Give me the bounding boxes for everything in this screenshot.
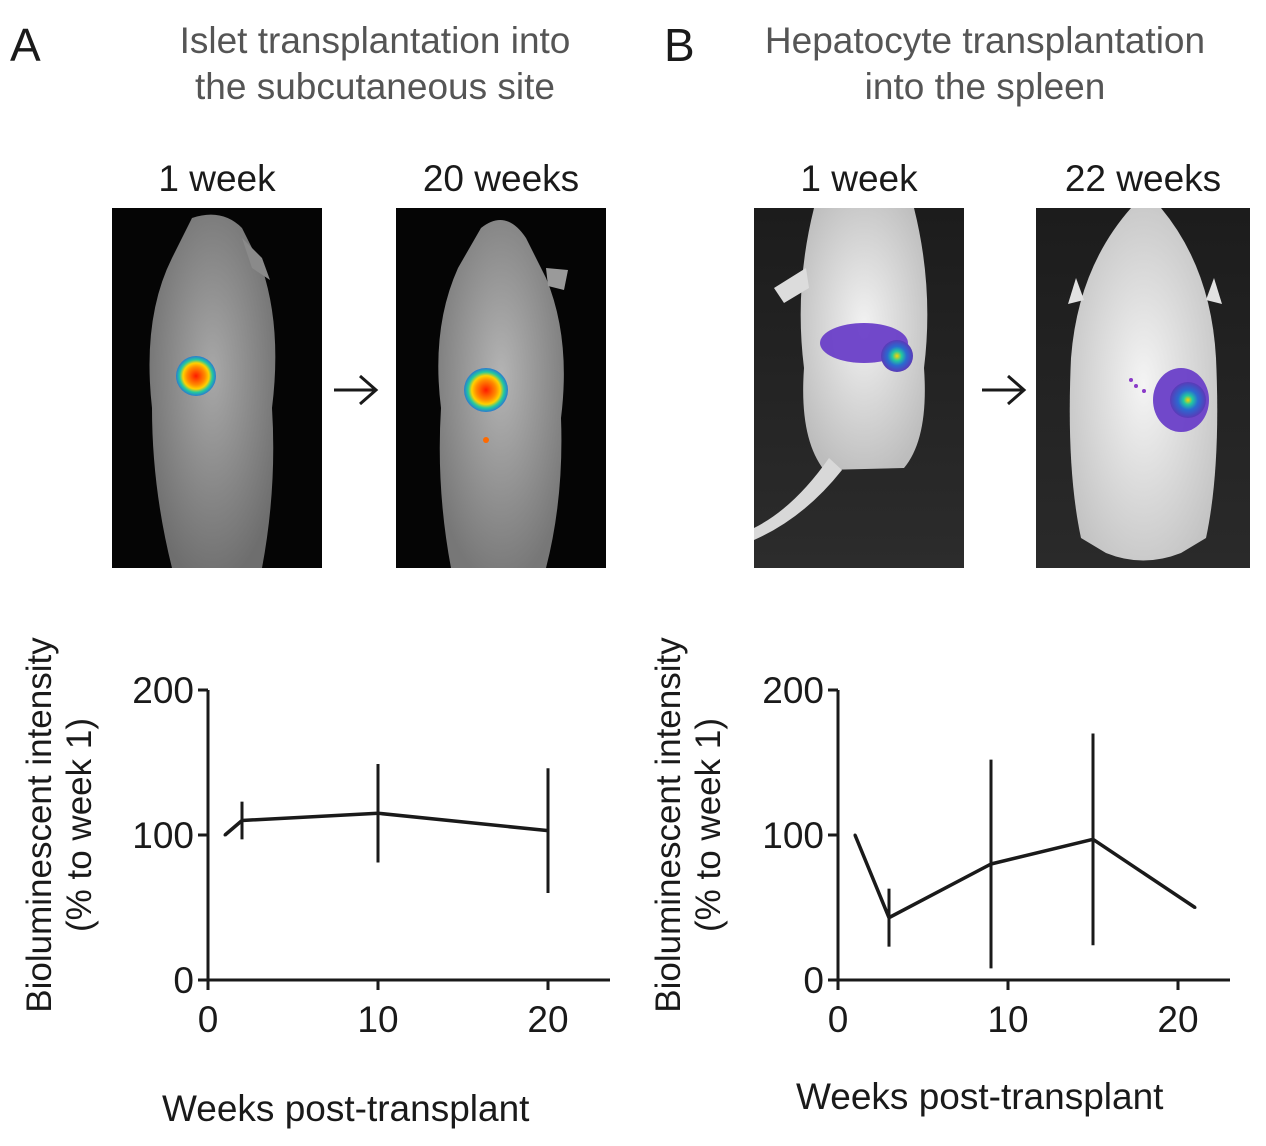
chart-a-data-point [240, 819, 244, 822]
chart-b-series-line [853, 834, 1196, 920]
chart-b-x-tick-label: 10 [987, 999, 1028, 1040]
panel-b-title-line1: Hepatocyte transplantation [764, 20, 1206, 61]
chart-a-y-tick-label: 100 [132, 815, 194, 856]
panel-letter-b: B [664, 19, 695, 71]
chart-a-x-tick-label: 20 [527, 999, 568, 1040]
chart-a-y-axis-label-line2: (% to week 1) [60, 718, 100, 932]
chart-b-data-point [989, 862, 993, 866]
panel-b-arrow-icon [982, 374, 1027, 406]
chart-b-y-axis-label: Bioluminescent intensity (% to week 1) [649, 615, 739, 1035]
chart-b-y-tick-label: 0 [803, 960, 824, 1001]
chart-a-data-point [223, 833, 227, 837]
chart-b-x-tick-label: 20 [1157, 999, 1198, 1040]
chart-b-x-axis-label: Weeks post-transplant [796, 1076, 1164, 1117]
panel-b-image-label-1: 1 week [800, 158, 918, 199]
chart-a: 0 100 200 0 10 20 [132, 670, 610, 1040]
chart-a-series-line [223, 811, 549, 837]
chart-b-y-tick-label: 200 [762, 670, 824, 711]
chart-b-data-point [887, 916, 891, 920]
chart-a-x-tick-label: 0 [198, 999, 219, 1040]
chart-b-y-tick-label: 100 [762, 815, 824, 856]
panel-a-arrow-icon [334, 374, 379, 406]
panel-a-title-line2: the subcutaneous site [195, 66, 555, 108]
chart-b: 0 100 200 0 10 20 [762, 670, 1230, 1040]
chart-a-x-tick-label: 10 [357, 999, 398, 1040]
panel-a-title: Islet transplantation into the subcutane… [120, 18, 630, 111]
chart-a-data-point [376, 811, 380, 815]
chart-b-data-point [1193, 906, 1197, 909]
panel-b-title-line2: into the spleen [864, 66, 1106, 108]
panel-b-image-label-2: 22 weeks [1064, 158, 1222, 199]
panel-a-title-line1: Islet transplantation into [179, 20, 571, 61]
panel-b-mouse-image-week-22 [1036, 208, 1250, 568]
chart-b-data-point [853, 833, 857, 837]
chart-a-x-axis-label: Weeks post-transplant [162, 1088, 530, 1129]
panel-a-mouse-image-week-1 [112, 208, 322, 568]
chart-b-data-point [1091, 837, 1095, 841]
panel-a-image-label-1: 1 week [158, 158, 276, 199]
panel-a-mouse-image-week-20 [396, 208, 606, 568]
chart-a-y-tick-label: 0 [173, 960, 194, 1001]
chart-a-y-axis-label: Bioluminescent intensity (% to week 1) [20, 615, 110, 1035]
chart-a-data-point [546, 829, 550, 833]
chart-b-y-axis-label-line2: (% to week 1) [689, 718, 729, 932]
chart-b-x-tick-label: 0 [828, 999, 849, 1040]
panel-letter-a: A [10, 19, 41, 71]
chart-a-y-tick-label: 200 [132, 670, 194, 711]
panel-b-title: Hepatocyte transplantation into the sple… [712, 18, 1258, 111]
panel-b-mouse-image-week-1 [754, 208, 964, 568]
chart-b-y-axis-label-line1: Bioluminescent intensity [649, 637, 688, 1013]
panel-a-image-label-2: 20 weeks [422, 158, 580, 199]
chart-a-y-axis-label-line1: Bioluminescent intensity [20, 637, 59, 1013]
